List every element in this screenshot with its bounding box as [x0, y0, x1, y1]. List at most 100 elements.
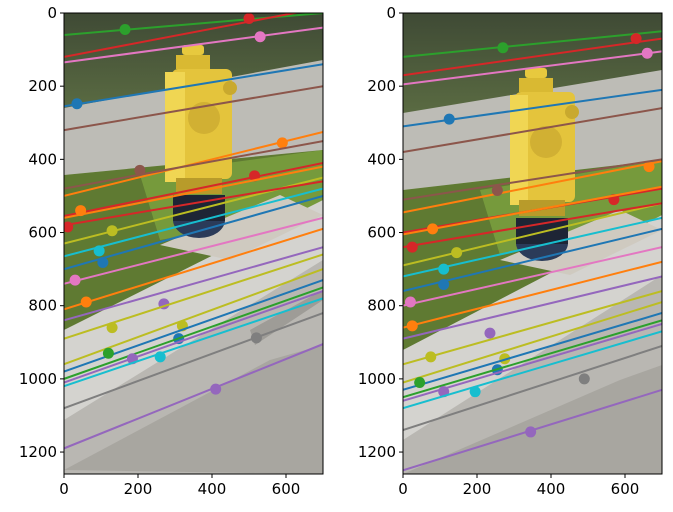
epipolar-line [403, 30, 662, 58]
left-axis-ticks: 0 200 400 600 0 200 400 600 800 1000 1200 [19, 4, 301, 498]
epipolar-line [403, 260, 662, 329]
x-tick-label: 0 [398, 480, 408, 498]
keypoint-marker [643, 161, 655, 173]
epipolar-line [403, 246, 662, 307]
epipolar-line [64, 194, 323, 271]
x-tick-label: 400 [537, 480, 566, 498]
keypoint-marker [249, 170, 261, 182]
x-tick-label: 200 [463, 480, 492, 498]
keypoint-marker [469, 386, 481, 398]
x-tick-label: 0 [59, 480, 69, 498]
y-tick-label: 200 [28, 77, 57, 95]
epipolar-line [403, 319, 662, 399]
epipolar-line [64, 180, 323, 227]
y-tick-label: 400 [367, 150, 396, 168]
epipolar-line [64, 162, 323, 218]
keypoint-marker [438, 278, 450, 290]
keypoint-marker [254, 31, 266, 43]
y-tick-label: 1000 [358, 370, 396, 388]
keypoint-marker [154, 351, 166, 363]
keypoint-marker [578, 373, 590, 385]
epipolar-line [64, 216, 323, 285]
keypoint-marker [106, 225, 118, 237]
keypoint-marker [404, 296, 416, 308]
keypoint-marker [438, 263, 450, 275]
keypoint-marker [102, 347, 114, 359]
left-axes-frame [63, 12, 324, 475]
keypoint-marker [134, 164, 146, 176]
epipolar-line [403, 312, 662, 391]
epipolar-line [64, 63, 323, 108]
keypoint-marker [484, 327, 496, 339]
keypoint-marker [641, 47, 653, 59]
right-photo [403, 13, 662, 474]
y-tick-label: 400 [28, 150, 57, 168]
epipolar-line [403, 344, 662, 432]
keypoint-marker [243, 13, 255, 24]
keypoint-marker [64, 221, 74, 233]
y-tick-label: 1000 [19, 370, 57, 388]
epipolar-line [64, 165, 323, 219]
keypoint-marker [119, 23, 131, 35]
keypoint-marker [276, 137, 288, 149]
epipolar-line [403, 158, 662, 201]
epipolar-line [64, 85, 323, 132]
x-tick-label: 600 [272, 480, 301, 498]
keypoint-marker [75, 205, 87, 217]
x-tick-label: 200 [124, 480, 153, 498]
epipolar-line [403, 290, 662, 366]
left-epipolar-lines [64, 13, 323, 450]
keypoint-marker [250, 332, 262, 344]
y-tick-label: 1200 [358, 443, 396, 461]
keypoint-marker [414, 377, 426, 389]
keypoint-marker [427, 223, 439, 235]
keypoint-marker [97, 257, 109, 269]
epipolar-line [64, 13, 300, 58]
epipolar-line [403, 50, 662, 86]
keypoint-marker [451, 247, 463, 259]
keypoint-marker [80, 296, 92, 308]
keypoint-marker [525, 426, 537, 438]
keypoint-marker [443, 113, 455, 125]
epipolar-line [64, 343, 323, 450]
epipolar-line [64, 26, 323, 64]
x-tick-label: 600 [611, 480, 640, 498]
epipolar-line [403, 107, 662, 154]
y-tick-label: 1200 [19, 443, 57, 461]
keypoint-marker [497, 42, 509, 54]
keypoint-marker [425, 351, 437, 363]
epipolar-line [403, 185, 662, 236]
y-tick-label: 600 [367, 224, 396, 242]
epipolar-line [64, 227, 323, 311]
keypoint-marker [210, 383, 222, 395]
y-tick-label: 600 [28, 224, 57, 242]
y-tick-label: 200 [367, 77, 396, 95]
epipolar-line [64, 312, 323, 410]
keypoint-marker [406, 241, 418, 253]
keypoint-marker [491, 184, 503, 196]
right-axes-frame [402, 12, 663, 475]
y-tick-label: 800 [28, 297, 57, 315]
right-axis-ticks: 0 200 400 600 0 200 400 600 800 1000 1200 [358, 4, 640, 498]
keypoint-marker [406, 320, 418, 332]
epipolar-line [403, 330, 662, 410]
x-tick-label: 400 [198, 480, 227, 498]
epipolar-line [403, 202, 662, 267]
keypoint-marker [630, 33, 642, 45]
epipolar-line [64, 286, 323, 380]
right-epipolar-lines [403, 30, 662, 472]
y-tick-label: 0 [47, 4, 57, 22]
epipolar-line [64, 140, 323, 190]
keypoint-marker [106, 322, 118, 334]
y-tick-label: 800 [367, 297, 396, 315]
epipolar-line [64, 253, 323, 340]
epipolar-line [403, 37, 662, 77]
keypoint-marker [69, 274, 81, 286]
left-photo [64, 13, 323, 474]
epipolar-line [64, 187, 323, 258]
keypoint-marker [93, 245, 105, 257]
epipolar-line [403, 202, 662, 249]
epipolar-line [403, 275, 662, 340]
keypoint-marker [71, 98, 83, 110]
